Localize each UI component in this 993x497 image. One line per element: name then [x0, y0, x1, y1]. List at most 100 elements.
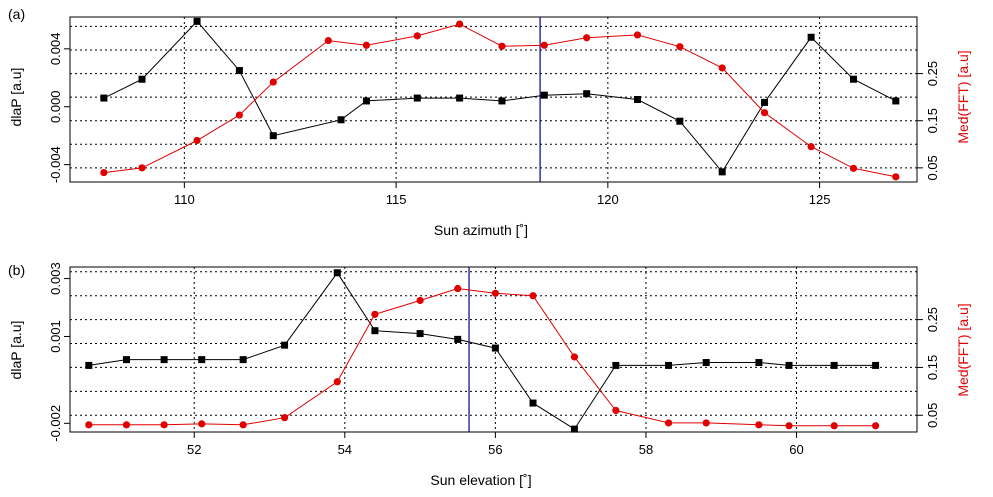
panel-b-xtick-label-1: 54	[338, 442, 352, 457]
panel-b-series-dlap-point-10	[491, 344, 499, 352]
panel-a-xtick-label-1: 115	[386, 192, 407, 207]
panel-a-series-dlap-point-15	[761, 98, 769, 106]
panel-b-series-dlap-line	[88, 271, 876, 430]
panel-b-ylabel-right: Med(FFT) [a.u]	[955, 303, 971, 396]
panel-a-series-dlap-point-18	[892, 97, 900, 105]
panel-b-series-medfft-point-5	[280, 414, 289, 422]
panel-a-series-dlap-point-16	[807, 33, 815, 41]
panel-a-series-medfft-point-11	[583, 34, 591, 42]
panel-a-series-medfft-point-7	[413, 32, 421, 40]
panel-b-series-medfft-point-1	[122, 421, 131, 429]
panel-b-xtick-label-3: 58	[639, 442, 653, 457]
panel-a-series-dlap-point-14	[718, 168, 726, 176]
panel-b-series-dlap-point-8	[416, 330, 424, 338]
panel-a-frame	[69, 16, 918, 183]
panel-b-series-dlap-point-16	[755, 359, 763, 367]
panel-a-xtick-label-3: 125	[809, 192, 831, 207]
panel-b-series-dlap-point-2	[160, 356, 168, 364]
panel-a-series-dlap-point-3	[235, 67, 243, 75]
panel-b-series-dlap-point-18	[830, 361, 838, 369]
panel-a-series-dlap-point-6	[362, 97, 370, 105]
panel-b-ytick-left-label-0: -0.002	[48, 405, 63, 442]
panel-b-series-medfft-point-17	[785, 422, 793, 430]
panel-b-series-medfft-point-13	[612, 406, 620, 415]
panel-a-series-dlap-point-2	[193, 17, 201, 25]
panel-b-series-dlap-point-4	[239, 356, 247, 364]
panel-b-series-dlap-point-12	[570, 425, 578, 433]
panel-a-series-medfft-point-9	[498, 42, 506, 50]
panel-a-series-dlap-point-10	[540, 91, 548, 99]
panel-b-series-medfft-point-0	[85, 421, 93, 429]
panel-b-series-dlap-point-7	[371, 327, 379, 335]
panel-b-xtick-label-4: 60	[789, 442, 803, 457]
panel-a-ytick-left-label-1: 0.000	[48, 90, 63, 123]
panel-b-series-medfft-point-4	[239, 421, 247, 429]
panel-a-ylabel-left: dlaP [a.u]	[8, 68, 24, 127]
panel-b-series-medfft-point-16	[755, 421, 763, 429]
panel-b-xlabel: Sun elevation [˚]	[430, 472, 531, 488]
panel-a-series-medfft-point-10	[540, 41, 548, 49]
panel-b-series-dlap-point-19	[872, 361, 880, 369]
panel-a-series-dlap-point-7	[413, 94, 421, 102]
panel-b-xtick-label-0: 52	[187, 442, 201, 457]
panel-a-ylabel-right: Med(FFT) [a.u]	[955, 50, 971, 143]
panel-a-series-dlap-point-12	[633, 96, 641, 103]
panel-a-series-medfft-point-2	[193, 136, 201, 145]
panel-a-series-medfft-point-5	[324, 36, 332, 45]
panel-b-label: (b)	[8, 262, 25, 278]
panel-a-series-dlap-point-17	[849, 75, 857, 83]
panel-b-series-medfft-point-14	[664, 419, 673, 427]
panel-a-series-medfft-point-8	[456, 20, 464, 28]
panel-a-ytick-right-label-1: 0.15	[925, 108, 940, 133]
panel-a-series-dlap-point-0	[100, 94, 108, 102]
panel-b-series-dlap-point-1	[122, 356, 130, 364]
panel-b-series-dlap-point-9	[454, 335, 462, 343]
panel-a-series-medfft-point-17	[849, 164, 858, 172]
panel-a-series-dlap-point-11	[583, 90, 591, 98]
panel-a-series-dlap-point-1	[138, 75, 146, 83]
panel-b-series-dlap-point-6	[333, 269, 341, 277]
panel-a-series-dlap-point-8	[456, 94, 464, 102]
panel-a-xtick-label-2: 120	[597, 192, 619, 207]
panel-a-series-medfft-point-4	[269, 78, 277, 86]
panel-b-series-medfft-point-6	[333, 378, 341, 386]
panel-a-series-dlap-point-9	[498, 97, 506, 105]
panel-b-series-dlap-point-5	[281, 341, 289, 349]
panel-b-ytick-left-label-1: 0.001	[48, 320, 63, 353]
panel-a-series-dlap-point-5	[337, 116, 345, 124]
panel-a-xtick-label-0: 110	[174, 192, 195, 207]
panel-b-series-medfft-point-2	[160, 421, 168, 429]
panel-b-ylabel-left: dlaP [a.u]	[8, 321, 24, 380]
panel-b-series-dlap-point-0	[85, 361, 93, 369]
panel-b-series-dlap-point-17	[785, 361, 793, 369]
panel-b-series-medfft-point-12	[570, 353, 579, 361]
panel-b-series-medfft-point-19	[871, 422, 880, 430]
panel-a-series-medfft-point-6	[362, 41, 371, 49]
panel-a-ytick-right-label-0: 0.05	[925, 155, 940, 180]
panel-b-series-medfft-point-3	[198, 420, 206, 428]
panel-a-label: (a)	[8, 6, 25, 22]
panel-b-series-dlap-point-3	[198, 356, 206, 364]
panel-b-xtick-label-2: 56	[488, 442, 502, 457]
panel-b-series-medfft-line	[88, 287, 876, 427]
panel-b-series-dlap-point-11	[529, 399, 537, 407]
panel-b-frame	[69, 266, 918, 433]
panel-a-xlabel: Sun azimuth [˚]	[434, 222, 528, 238]
panel-a-series-medfft-point-3	[235, 111, 243, 119]
panel-a-series-medfft-point-16	[807, 143, 815, 151]
panel-a-series-dlap-point-4	[269, 132, 277, 140]
panel-b-series-medfft-point-18	[830, 422, 838, 430]
panel-a-series-dlap-point-13	[676, 117, 684, 125]
panel-a-series-medfft-point-14	[718, 64, 726, 72]
panel-b-ytick-right-label-0: 0.05	[925, 403, 940, 428]
panel-a-series-medfft-point-0	[100, 168, 108, 177]
panel-b-series-dlap-point-14	[665, 361, 673, 369]
panel-a-series-medfft-point-18	[892, 173, 900, 181]
panel-a-ytick-right-label-2: 0.25	[925, 61, 940, 86]
panel-b-ytick-left-label-2: 0.003	[48, 262, 63, 295]
panel-a-series-medfft-point-12	[633, 31, 642, 39]
panel-b-series-medfft-point-8	[416, 296, 424, 305]
panel-b-series-dlap-point-15	[702, 359, 710, 367]
panel-a-ytick-left-label-0: -0.004	[48, 146, 63, 183]
